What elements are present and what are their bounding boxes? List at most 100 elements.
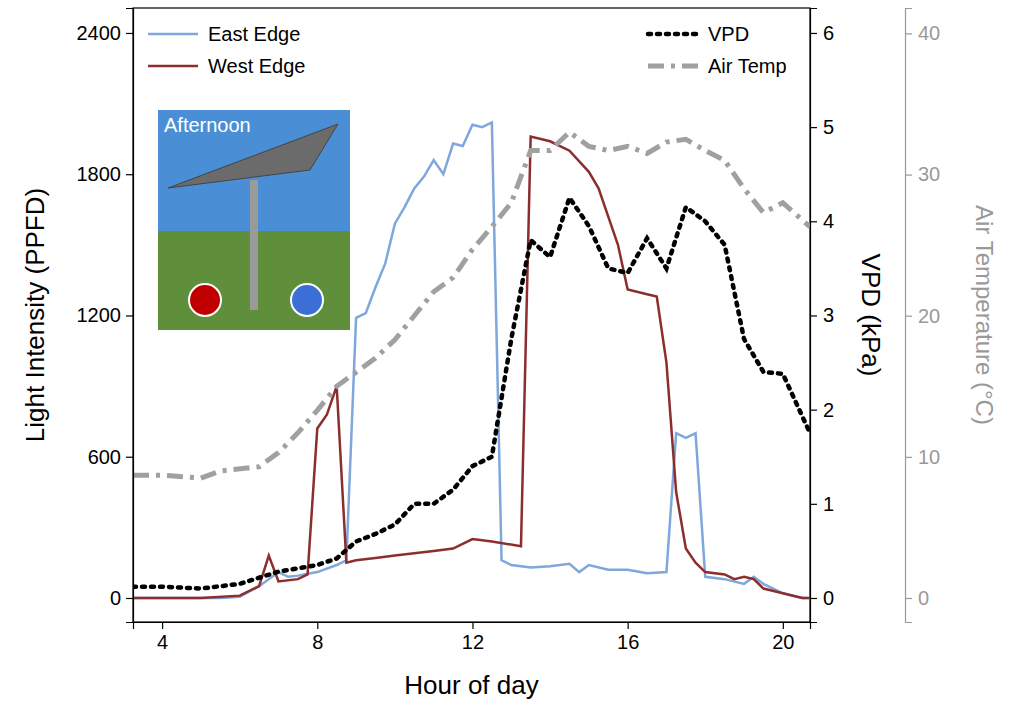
tick-label: 5 bbox=[823, 116, 834, 138]
tick-label: 20 bbox=[918, 305, 940, 327]
tick-label: 2 bbox=[823, 399, 834, 421]
axis: 0 600 1200 1800 2400 bbox=[77, 9, 134, 623]
tick-label: 1800 bbox=[77, 163, 122, 185]
tick-mark bbox=[126, 598, 133, 599]
axis-line bbox=[906, 9, 913, 623]
tick: 10 bbox=[905, 446, 940, 468]
tick-label: 10 bbox=[918, 446, 940, 468]
tick-mark bbox=[810, 504, 817, 505]
tick-mark bbox=[317, 622, 318, 629]
legend-label: West Edge bbox=[208, 55, 305, 77]
y2-axis-title: VPD (kPa) bbox=[856, 254, 886, 377]
tick: 30 bbox=[905, 163, 940, 185]
legend-label: East Edge bbox=[208, 23, 300, 45]
inset-east-dot bbox=[291, 284, 323, 316]
tick-mark bbox=[810, 410, 817, 411]
tick-mark bbox=[905, 316, 912, 317]
axis-line bbox=[126, 9, 134, 623]
tick-label: 20 bbox=[772, 631, 794, 653]
tick: 16 bbox=[617, 622, 639, 653]
y-axis-title: Light Intensity (PPFD) bbox=[20, 188, 50, 442]
legend-label: Air Temp bbox=[708, 55, 787, 77]
axis: 0 10 20 30 40 bbox=[905, 9, 940, 623]
tick-label: 4 bbox=[823, 210, 834, 232]
tick-label: 1200 bbox=[77, 304, 122, 326]
inset-west-dot bbox=[189, 284, 221, 316]
tick-mark bbox=[905, 174, 912, 175]
tick: 2 bbox=[810, 399, 834, 421]
series-line bbox=[133, 122, 810, 598]
tick: 2400 bbox=[77, 22, 134, 44]
tick-mark bbox=[162, 622, 163, 629]
tick: 20 bbox=[905, 305, 940, 327]
tick-label: 8 bbox=[312, 631, 323, 653]
tick: 0 bbox=[110, 587, 133, 609]
series-line bbox=[133, 198, 810, 589]
tick-mark bbox=[472, 622, 473, 629]
tick-mark bbox=[628, 622, 629, 629]
tick-label: 6 bbox=[823, 22, 834, 44]
tick-label: 4 bbox=[157, 631, 168, 653]
inset-photo: Afternoon bbox=[158, 110, 350, 330]
tick-label: 1 bbox=[823, 493, 834, 515]
tick-label: 2400 bbox=[77, 22, 122, 44]
tick-label: 0 bbox=[918, 587, 929, 609]
tick-label: 600 bbox=[88, 446, 121, 468]
tick: 4 bbox=[810, 210, 834, 232]
tick: 0 bbox=[810, 587, 834, 609]
tick: 6 bbox=[810, 22, 834, 44]
tick-mark bbox=[810, 33, 817, 34]
tick: 0 bbox=[905, 587, 929, 609]
tick-mark bbox=[810, 598, 817, 599]
series-line bbox=[133, 137, 810, 598]
axis: 0 1 2 3 4 5 6 bbox=[810, 9, 834, 623]
tick-mark bbox=[905, 33, 912, 34]
tick: 600 bbox=[88, 446, 133, 468]
tick-mark bbox=[126, 33, 133, 34]
data-lines bbox=[133, 122, 810, 598]
tick: 3 bbox=[810, 304, 834, 326]
tick-label: 40 bbox=[918, 22, 940, 44]
legend-item: East Edge bbox=[148, 23, 300, 45]
x-axis-title: Hour of day bbox=[404, 670, 538, 700]
tick: 1800 bbox=[77, 163, 134, 185]
tick: 8 bbox=[312, 622, 323, 653]
tick: 1 bbox=[810, 493, 834, 515]
tick-mark bbox=[905, 457, 912, 458]
legend-item: West Edge bbox=[148, 55, 305, 77]
y3-axis-title: Air Temperature (°C) bbox=[971, 205, 998, 425]
legend-label: VPD bbox=[708, 23, 749, 45]
tick-label: 0 bbox=[110, 587, 121, 609]
tick-mark bbox=[783, 622, 784, 629]
legend-item: VPD bbox=[648, 23, 749, 45]
tick-mark bbox=[905, 598, 912, 599]
tick-mark bbox=[126, 315, 133, 316]
tick-label: 12 bbox=[462, 631, 484, 653]
inset-post bbox=[250, 180, 258, 310]
tick: 4 bbox=[157, 622, 168, 653]
axis-line bbox=[811, 9, 818, 623]
tick-mark bbox=[126, 174, 133, 175]
tick: 1200 bbox=[77, 304, 134, 326]
axis: 4 8 12 16 20 bbox=[134, 622, 811, 653]
chart: Afternoon4812162006001200180024000123456… bbox=[0, 0, 1011, 710]
tick-mark bbox=[126, 457, 133, 458]
legend-swatch bbox=[148, 33, 198, 36]
legend-swatch bbox=[648, 32, 698, 37]
tick: 20 bbox=[772, 622, 794, 653]
tick-mark bbox=[810, 221, 817, 222]
legend: East Edge West Edge VPD Air Temp bbox=[148, 23, 787, 77]
legend-swatch bbox=[648, 64, 698, 69]
tick-mark bbox=[810, 127, 817, 128]
series-line bbox=[133, 132, 810, 478]
tick-mark bbox=[810, 315, 817, 316]
plot-frame bbox=[133, 8, 810, 622]
inset-label: Afternoon bbox=[164, 114, 251, 136]
tick-label: 30 bbox=[918, 163, 940, 185]
tick: 5 bbox=[810, 116, 834, 138]
tick: 12 bbox=[462, 622, 484, 653]
tick: 40 bbox=[905, 22, 940, 44]
tick-label: 3 bbox=[823, 304, 834, 326]
axis-line bbox=[134, 623, 811, 630]
tick-label: 0 bbox=[823, 587, 834, 609]
